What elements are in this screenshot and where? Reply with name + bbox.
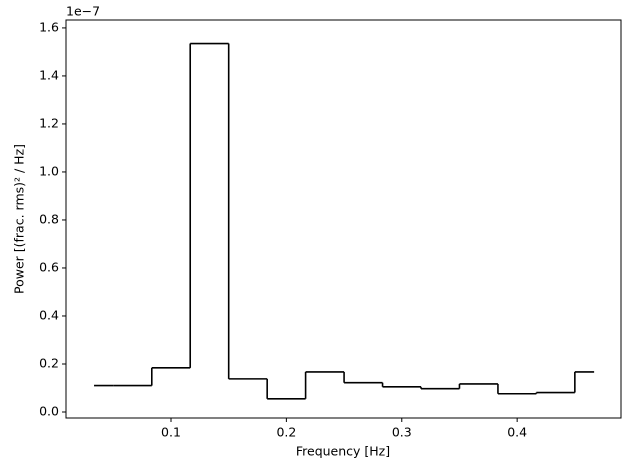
y-tick-label: 0.2 bbox=[39, 355, 59, 370]
y-tick-label: 1.2 bbox=[39, 115, 59, 130]
x-tick-label: 0.1 bbox=[161, 425, 181, 440]
x-axis-label: Frequency [Hz] bbox=[296, 444, 390, 459]
y-tick-label: 0.8 bbox=[39, 211, 59, 226]
y-tick-label: 0.6 bbox=[39, 259, 59, 274]
y-offset-label: 1e−7 bbox=[66, 4, 100, 19]
plot-frame bbox=[65, 19, 622, 419]
x-tick-label: 0.2 bbox=[276, 425, 296, 440]
x-tick-label: 0.4 bbox=[507, 425, 527, 440]
y-tick-label: 0.0 bbox=[39, 403, 59, 418]
x-tick-label: 0.3 bbox=[392, 425, 412, 440]
y-tick-label: 1.4 bbox=[39, 67, 59, 82]
y-tick-label: 1.0 bbox=[39, 163, 59, 178]
y-tick-label: 0.4 bbox=[39, 307, 59, 322]
y-axis-label: Power [(frac. rms)² / Hz] bbox=[12, 144, 27, 294]
y-tick-label: 1.6 bbox=[39, 19, 59, 34]
